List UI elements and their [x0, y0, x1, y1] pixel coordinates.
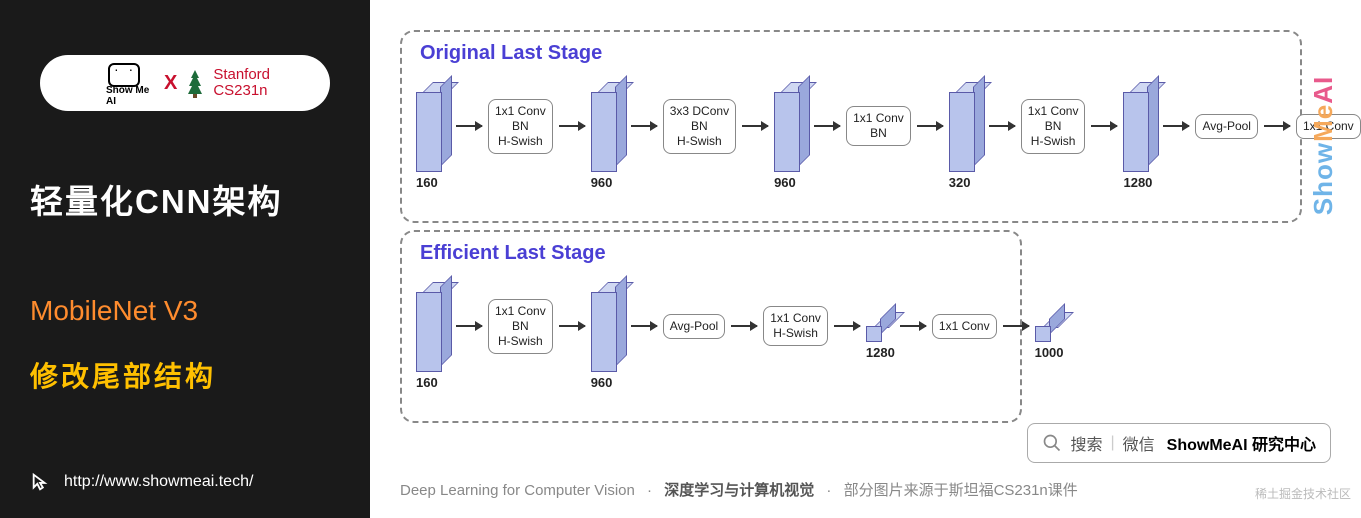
original-title: Original Last Stage — [420, 42, 1286, 65]
block-label: 1280 — [866, 345, 895, 360]
tensor-block: 1280 — [1123, 82, 1157, 170]
wm-part3: AI — [1308, 76, 1338, 104]
arrow-icon — [900, 325, 926, 327]
op-box: Avg-Pool — [663, 314, 725, 339]
op-box: Avg-Pool — [1195, 114, 1257, 139]
original-flow: 160 1x1 ConvBNH-Swish 960 3x3 DConvBNH-Swis… — [416, 71, 1286, 181]
arrow-icon — [631, 125, 657, 127]
op-box: 1x1 ConvBNH-Swish — [488, 299, 553, 354]
tensor-block: 960 — [591, 82, 625, 170]
wm-part1: Show — [1308, 142, 1338, 215]
op-box: 1x1 ConvBN — [846, 106, 911, 146]
brand-badge: Show Me AI X Stanford CS231n — [40, 55, 330, 111]
slide-subtitle-2: 修改尾部结构 — [30, 355, 216, 395]
tensor-block: 960 — [591, 282, 625, 370]
right-panel: Original Last Stage 160 1x1 ConvBNH-Swish… — [370, 0, 1361, 518]
footer-p3: 部分图片来源于斯坦福CS231n课件 — [844, 482, 1078, 499]
original-stage-box: Original Last Stage 160 1x1 ConvBNH-Swish… — [400, 30, 1302, 223]
arrow-icon — [559, 325, 585, 327]
block-label: 320 — [949, 175, 971, 190]
wm-part2: Me — [1308, 104, 1338, 142]
tensor-block: 160 — [416, 82, 450, 170]
tensor-block: 160 — [416, 282, 450, 370]
op-box: 1x1 ConvH-Swish — [763, 306, 828, 346]
tensor-block: 1280 — [866, 312, 894, 340]
efficient-title: Efficient Last Stage — [420, 242, 1006, 265]
efficient-flow: 160 1x1 ConvBNH-Swish 960 Avg-Pool 1x1 ConvH… — [416, 271, 1006, 381]
cursor-icon — [30, 471, 52, 493]
block-label: 1000 — [1035, 345, 1064, 360]
search-hint-bar[interactable]: 搜索 | 微信 ShowMeAI 研究中心 — [1027, 423, 1331, 463]
stanford-tree-icon — [185, 68, 205, 98]
op-box: 1x1 ConvBNH-Swish — [488, 99, 553, 154]
search-icon — [1042, 433, 1062, 453]
arrow-icon — [834, 325, 860, 327]
footer-text: Deep Learning for Computer Vision · 深度学习… — [400, 479, 1330, 500]
footer-p1: Deep Learning for Computer Vision — [400, 482, 635, 499]
block-label: 960 — [591, 175, 613, 190]
block-label: 960 — [591, 375, 613, 390]
url-text[interactable]: http://www.showmeai.tech/ — [64, 473, 253, 491]
arrow-icon — [1003, 325, 1029, 327]
left-panel: Show Me AI X Stanford CS231n 轻量化CNN架构 Mo… — [0, 0, 370, 518]
arrow-icon — [456, 125, 482, 127]
op-box: 3x3 DConvBNH-Swish — [663, 99, 736, 154]
arrow-icon — [631, 325, 657, 327]
arrow-icon — [989, 125, 1015, 127]
arrow-icon — [1091, 125, 1117, 127]
stanford-bottom: CS231n — [213, 83, 270, 100]
arrow-icon — [731, 325, 757, 327]
arrow-icon — [742, 125, 768, 127]
block-label: 160 — [416, 175, 438, 190]
stanford-top: Stanford — [213, 67, 270, 84]
showmeai-logo-text: Show Me AI — [106, 85, 156, 107]
corner-watermark: 稀土掘金技术社区 — [1255, 485, 1351, 502]
search-label-2: 微信 — [1123, 431, 1155, 455]
tensor-block: 1000 — [1035, 312, 1063, 340]
arrow-icon — [814, 125, 840, 127]
block-label: 1280 — [1123, 175, 1152, 190]
stanford-label: Stanford CS231n — [213, 67, 270, 100]
block-label: 160 — [416, 375, 438, 390]
search-sep: | — [1110, 434, 1114, 452]
arrow-icon — [1163, 125, 1189, 127]
badge-x: X — [164, 72, 177, 95]
url-row: http://www.showmeai.tech/ — [30, 471, 253, 493]
arrow-icon — [559, 125, 585, 127]
search-label-1: 搜索 — [1070, 431, 1102, 455]
tensor-block: 320 — [949, 82, 983, 170]
op-box: 1x1 Conv — [932, 314, 997, 339]
slide-subtitle-1: MobileNet V3 — [30, 295, 198, 327]
block-label: 960 — [774, 175, 796, 190]
search-bold: ShowMeAI 研究中心 — [1167, 431, 1316, 455]
tensor-block: 960 — [774, 82, 808, 170]
watermark-vertical: ShowMeAI — [1308, 76, 1339, 215]
arrow-icon — [1264, 125, 1290, 127]
footer-p2: 深度学习与计算机视觉 — [664, 482, 814, 499]
arrow-icon — [456, 325, 482, 327]
op-box: 1x1 ConvBNH-Swish — [1021, 99, 1086, 154]
slide-title: 轻量化CNN架构 — [30, 175, 283, 223]
arrow-icon — [917, 125, 943, 127]
efficient-stage-box: Efficient Last Stage 160 1x1 ConvBNH-Swis… — [400, 230, 1022, 423]
